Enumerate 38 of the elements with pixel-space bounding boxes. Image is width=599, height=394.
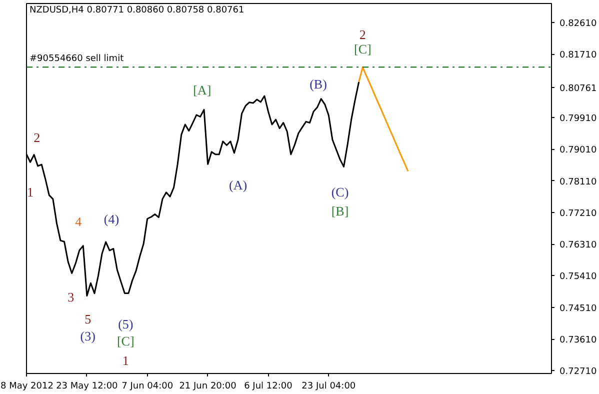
annotation: (A) xyxy=(228,178,248,193)
annotation: [A] xyxy=(193,82,212,98)
x-tick-label: 6 Jul 12:00 xyxy=(244,382,293,392)
x-tick-label: 23 Jul 04:00 xyxy=(302,382,356,392)
annotation: (C) xyxy=(331,184,349,200)
annotation: 4 xyxy=(75,214,82,230)
y-tick-label: 0.74510 xyxy=(560,304,597,314)
annotation: 1 xyxy=(27,184,34,200)
annotation: 3 xyxy=(68,290,74,305)
annotation: [C] xyxy=(116,333,134,348)
y-tick-label: 0.81710 xyxy=(560,50,597,61)
x-tick-label: 7 Jun 04:00 xyxy=(122,382,174,392)
annotation: (4) xyxy=(104,211,120,226)
line-series xyxy=(358,66,409,172)
annotation: (5) xyxy=(118,316,134,332)
x-tick-label: 8 May 2012 xyxy=(0,382,54,392)
annotation: (B) xyxy=(310,76,327,92)
y-tick-label: 0.72710 xyxy=(560,367,597,378)
annotation: 5 xyxy=(84,311,92,326)
chart-title: NZDUSD,H4 0.80771 0.80860 0.80758 0.80761 xyxy=(30,6,244,16)
annotation: (3) xyxy=(80,328,96,344)
y-tick-label: 0.80761 xyxy=(560,84,597,94)
x-tick-label: 21 Jun 20:00 xyxy=(179,382,237,392)
y-tick-label: 0.73610 xyxy=(560,336,597,346)
annotation: [B] xyxy=(331,203,349,218)
y-tick-label: 0.79010 xyxy=(560,146,597,156)
annotation: 1 xyxy=(122,353,129,368)
y-tick-label: 0.75410 xyxy=(560,272,597,282)
annotation: 2 xyxy=(34,130,40,145)
annotation: [C] xyxy=(354,42,372,57)
ref-line-label: #90554660 sell limit xyxy=(30,54,124,64)
annotation: 2 xyxy=(359,26,366,42)
y-tick-label: 0.79910 xyxy=(560,114,597,124)
y-tick-label: 0.78110 xyxy=(560,177,597,188)
y-tick-label: 0.77210 xyxy=(560,208,597,219)
y-tick-label: 0.76310 xyxy=(560,240,597,251)
x-tick-label: 23 May 12:00 xyxy=(56,382,118,392)
y-tick-label: 0.82610 xyxy=(560,18,597,29)
